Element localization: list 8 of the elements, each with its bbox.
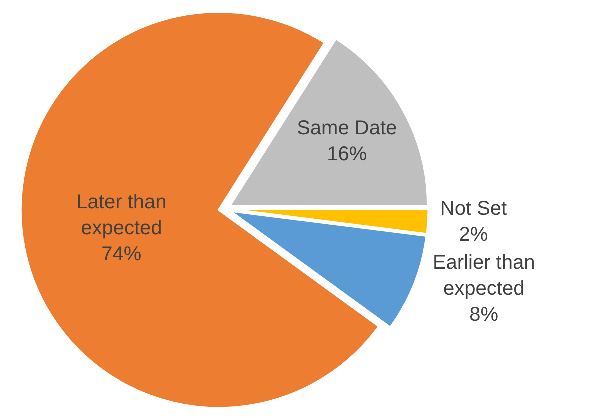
slice-label: Earlier than expected	[432, 252, 536, 300]
data-label: 16%	[327, 144, 368, 166]
slice-label: Same Date	[297, 118, 398, 140]
data-label: 2%	[459, 224, 488, 246]
slice-label: Later than expected	[76, 192, 167, 240]
data-label: 8%	[470, 304, 499, 326]
slice-label: Not Set	[440, 198, 508, 220]
data-label: 74%	[102, 244, 142, 266]
